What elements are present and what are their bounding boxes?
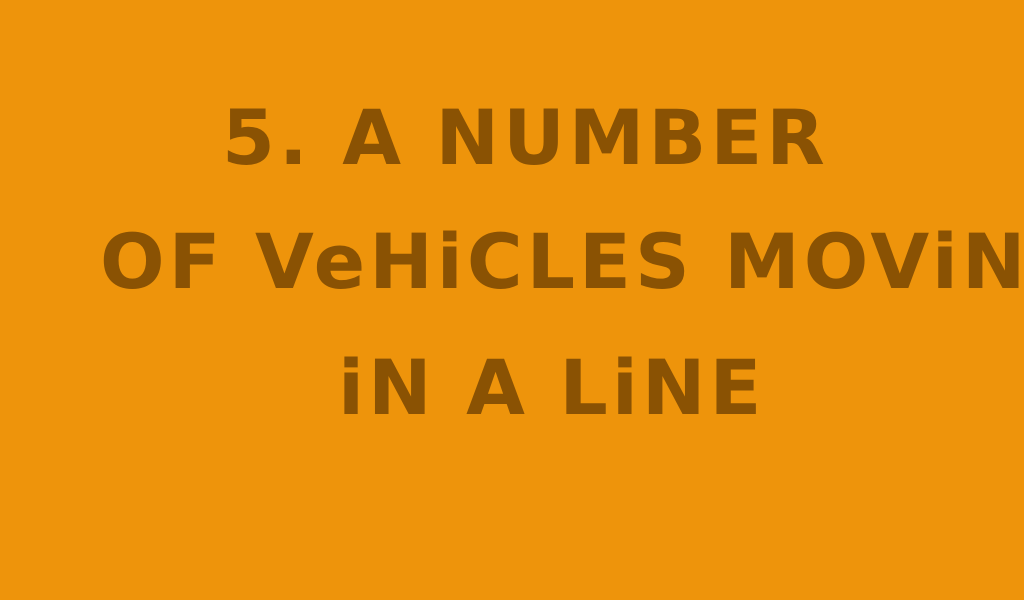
slide-title-line-1: 5. A NUMBER: [222, 93, 829, 182]
slide-title-line-3: iN A LiNE: [338, 343, 766, 432]
slide-title-line-2: OF VeHiCLES MOViNG: [100, 217, 1024, 306]
